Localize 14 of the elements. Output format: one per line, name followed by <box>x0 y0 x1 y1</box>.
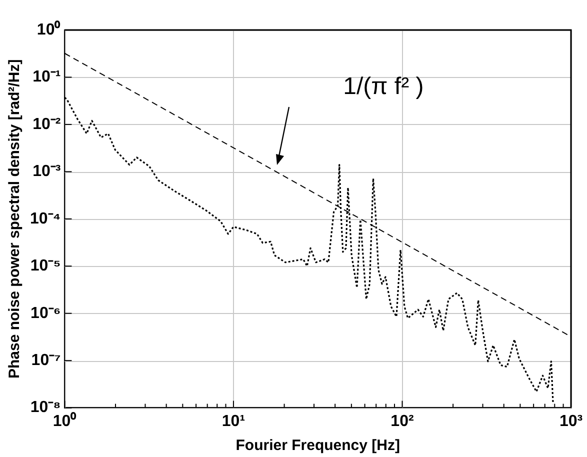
x-tick-label: 10² <box>390 412 414 430</box>
y-tick-label: 10⁻¹ <box>32 68 61 86</box>
y-axis-title: Phase noise power spectral density [rad²/Hz] <box>6 59 24 379</box>
annotation: 1/(π f² ) <box>343 73 424 100</box>
y-tick-label: 10⁻⁷ <box>31 352 61 369</box>
y-tick-label: 10⁻² <box>32 116 61 133</box>
x-tick-label: 10¹ <box>222 412 246 430</box>
y-tick-label: 10⁻⁴ <box>30 210 61 228</box>
x-axis-title: Fourier Frequency [Hz] <box>236 437 400 454</box>
x-tick-label: 10³ <box>559 412 583 430</box>
y-tick-label: 10⁻⁶ <box>30 304 61 322</box>
y-tick-label: 10⁻³ <box>32 163 61 180</box>
y-tick-label: 10⁰ <box>36 20 61 38</box>
y-tick-label: 10⁻⁵ <box>30 258 61 275</box>
